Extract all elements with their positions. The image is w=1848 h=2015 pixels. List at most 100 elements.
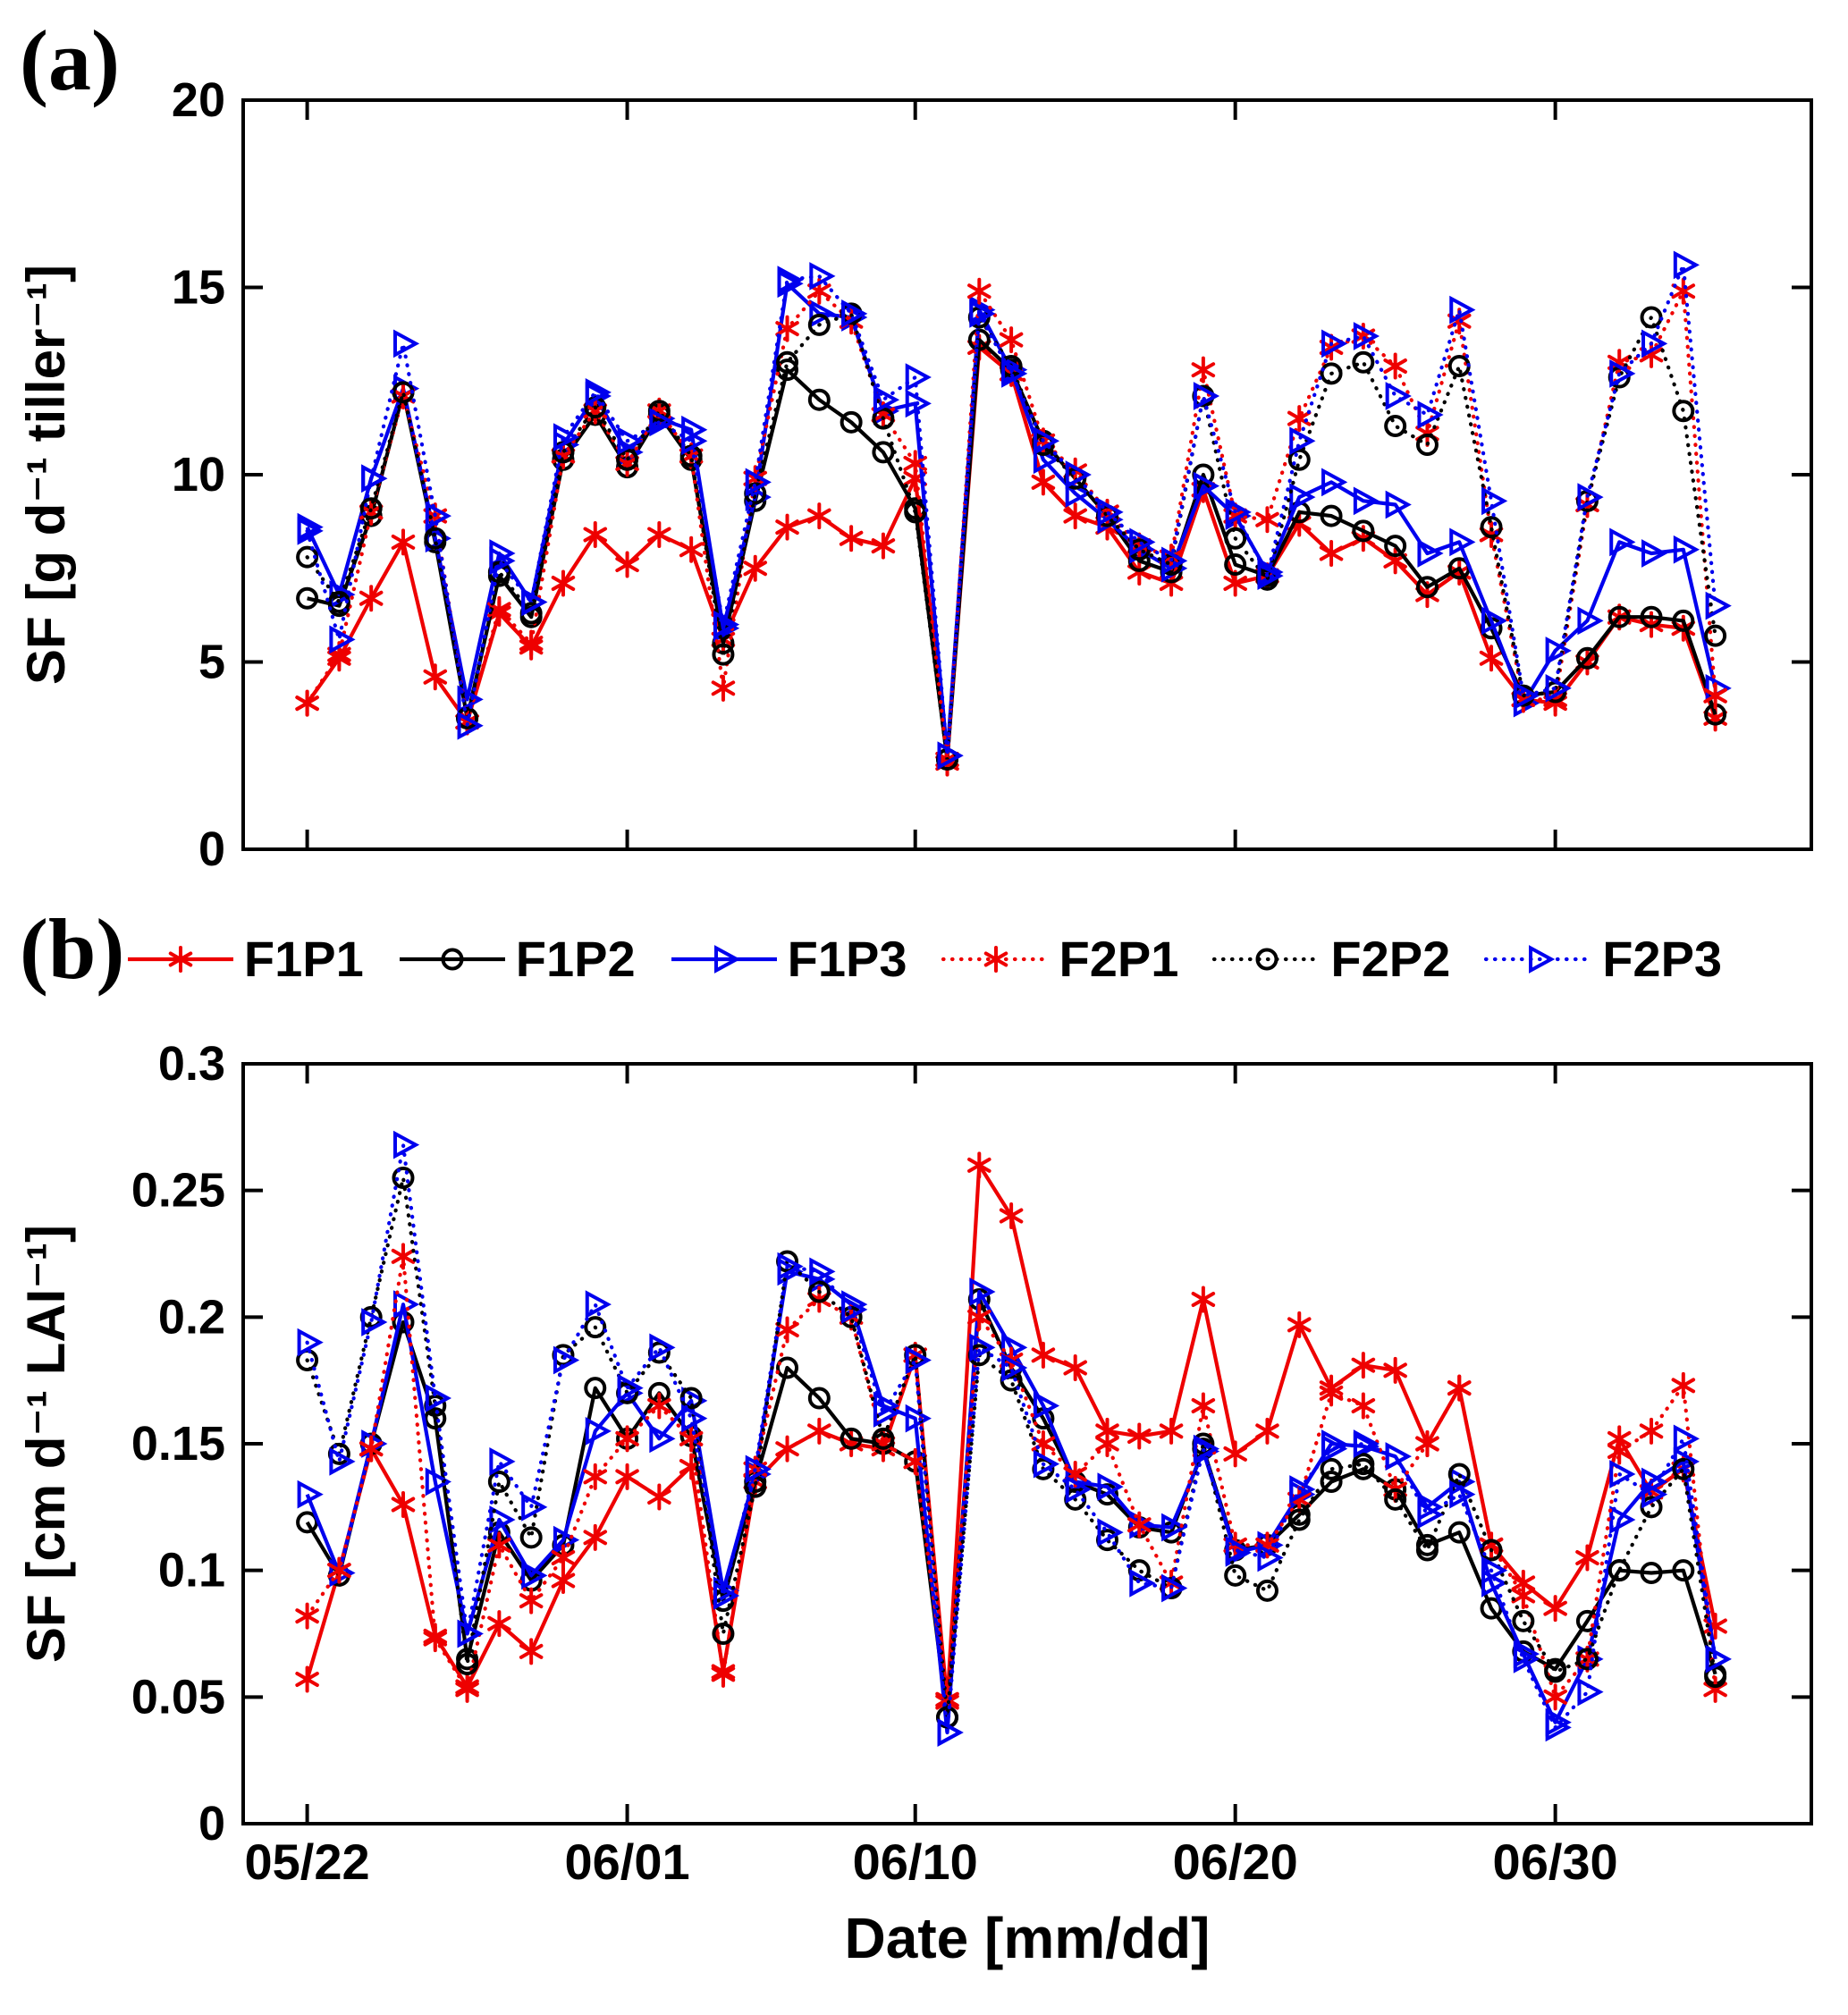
triangle-right-marker <box>1481 486 1508 516</box>
asterisk-marker <box>775 1322 799 1337</box>
asterisk-marker <box>1095 1436 1119 1452</box>
triangle-right-marker <box>1385 490 1412 519</box>
triangle-right-marker <box>1577 483 1604 512</box>
triangle-right-marker <box>425 1467 451 1496</box>
legend-label-F2P3: F2P3 <box>1602 931 1723 987</box>
asterisk-marker <box>487 1615 511 1631</box>
triangle-right-marker <box>681 426 708 456</box>
legend-sample-F1P3 <box>671 944 777 974</box>
panel-a-frame <box>241 98 1813 851</box>
circle-marker <box>1320 504 1343 527</box>
asterisk-marker <box>775 321 799 337</box>
triangle-right-marker <box>1353 1429 1380 1458</box>
legend-item-F2P1: F2P1 <box>941 930 1178 988</box>
asterisk-marker <box>359 1441 384 1457</box>
triangle-right-marker <box>1321 1434 1348 1463</box>
triangle-right-marker <box>681 1404 708 1433</box>
asterisk-marker <box>1223 576 1247 592</box>
triangle-right-marker <box>1193 471 1220 501</box>
asterisk-marker <box>1351 1357 1376 1373</box>
asterisk-marker <box>1063 508 1087 524</box>
circle-marker <box>1224 553 1247 577</box>
y-tick-label: 0.15 <box>131 1417 225 1471</box>
triangle-right-marker <box>521 1492 548 1522</box>
triangle-right-marker <box>1481 1556 1508 1585</box>
asterisk-marker <box>775 1441 799 1457</box>
asterisk-marker <box>871 538 896 554</box>
panel-a-label: (a) <box>20 13 120 108</box>
asterisk-marker <box>327 1563 351 1579</box>
triangle-right-marker <box>297 1328 324 1357</box>
x-tick-label: 06/10 <box>853 1834 978 1890</box>
asterisk-marker <box>1191 362 1216 378</box>
legend-sample-F2P1 <box>941 945 1051 973</box>
circle-marker <box>1352 350 1375 374</box>
triangle-right-marker <box>1609 1460 1636 1488</box>
triangle-right-marker <box>1673 250 1700 280</box>
triangle-right-marker <box>1289 483 1316 512</box>
asterisk-marker <box>455 1682 479 1698</box>
asterisk-marker <box>999 332 1024 348</box>
series-F2P1-line <box>305 284 1717 763</box>
asterisk-marker <box>1575 1550 1599 1565</box>
triangle-right-marker <box>1609 359 1636 388</box>
asterisk-marker <box>327 646 351 662</box>
triangle-right-marker <box>1641 1480 1668 1509</box>
legend-label-F1P2: F1P2 <box>515 931 636 987</box>
triangle-right-marker <box>649 408 676 437</box>
triangle-right-marker <box>1577 606 1604 636</box>
triangle-right-marker <box>905 1345 932 1375</box>
circle-marker <box>1415 433 1439 456</box>
asterisk-marker <box>775 519 799 535</box>
circle-marker <box>519 1526 543 1549</box>
triangle-right-marker <box>905 363 932 392</box>
triangle-right-marker <box>1513 681 1540 711</box>
triangle-right-marker <box>329 625 356 654</box>
circle-marker <box>776 1356 799 1379</box>
asterisk-marker <box>1671 283 1696 299</box>
asterisk-marker <box>423 1631 448 1647</box>
asterisk-marker <box>1479 650 1504 666</box>
circle-marker <box>1352 1453 1375 1476</box>
triangle-right-marker <box>777 1252 804 1281</box>
asterisk-marker <box>935 1691 959 1707</box>
asterisk-marker <box>615 1430 639 1446</box>
asterisk-marker <box>1255 1423 1279 1439</box>
circle-marker <box>1672 1559 1695 1582</box>
x-tick-label: 06/20 <box>1173 1834 1298 1890</box>
triangle-right-marker <box>1257 1543 1284 1572</box>
triangle-right-marker <box>1673 1424 1700 1454</box>
asterisk-marker <box>551 576 576 592</box>
circle-marker <box>1640 1562 1663 1584</box>
asterisk-marker <box>679 1430 704 1446</box>
circle-marker <box>1352 519 1375 543</box>
circle-marker <box>1415 576 1439 599</box>
asterisk-marker <box>983 951 1008 966</box>
triangle-right-marker <box>1193 1434 1220 1463</box>
triangle-right-marker <box>1481 606 1508 636</box>
asterisk-marker <box>1479 1537 1504 1553</box>
asterisk-marker <box>487 602 511 618</box>
y-tick-label: 0.05 <box>131 1670 225 1724</box>
triangle-right-marker <box>1705 591 1732 620</box>
asterisk-marker <box>1159 1423 1184 1439</box>
asterisk-marker <box>1255 511 1279 527</box>
triangle-right-marker <box>1449 527 1476 557</box>
triangle-right-marker <box>1609 1505 1636 1534</box>
triangle-right-marker <box>969 1277 996 1306</box>
asterisk-marker <box>1031 1347 1056 1363</box>
asterisk-marker <box>743 561 767 577</box>
asterisk-marker <box>1703 1618 1727 1634</box>
circle-marker <box>1608 605 1631 628</box>
asterisk-marker <box>1703 687 1727 704</box>
circle-marker <box>584 1316 607 1339</box>
asterisk-marker <box>839 530 864 546</box>
legend-label-F1P3: F1P3 <box>787 931 907 987</box>
triangle-right-marker <box>553 1345 580 1375</box>
asterisk-marker <box>1127 1517 1152 1533</box>
series-F1P3-line <box>305 282 1717 758</box>
triangle-right-marker <box>873 1399 900 1428</box>
asterisk-marker <box>1639 347 1664 363</box>
triangle-right-marker <box>713 944 740 974</box>
asterisk-marker <box>1063 1360 1087 1376</box>
